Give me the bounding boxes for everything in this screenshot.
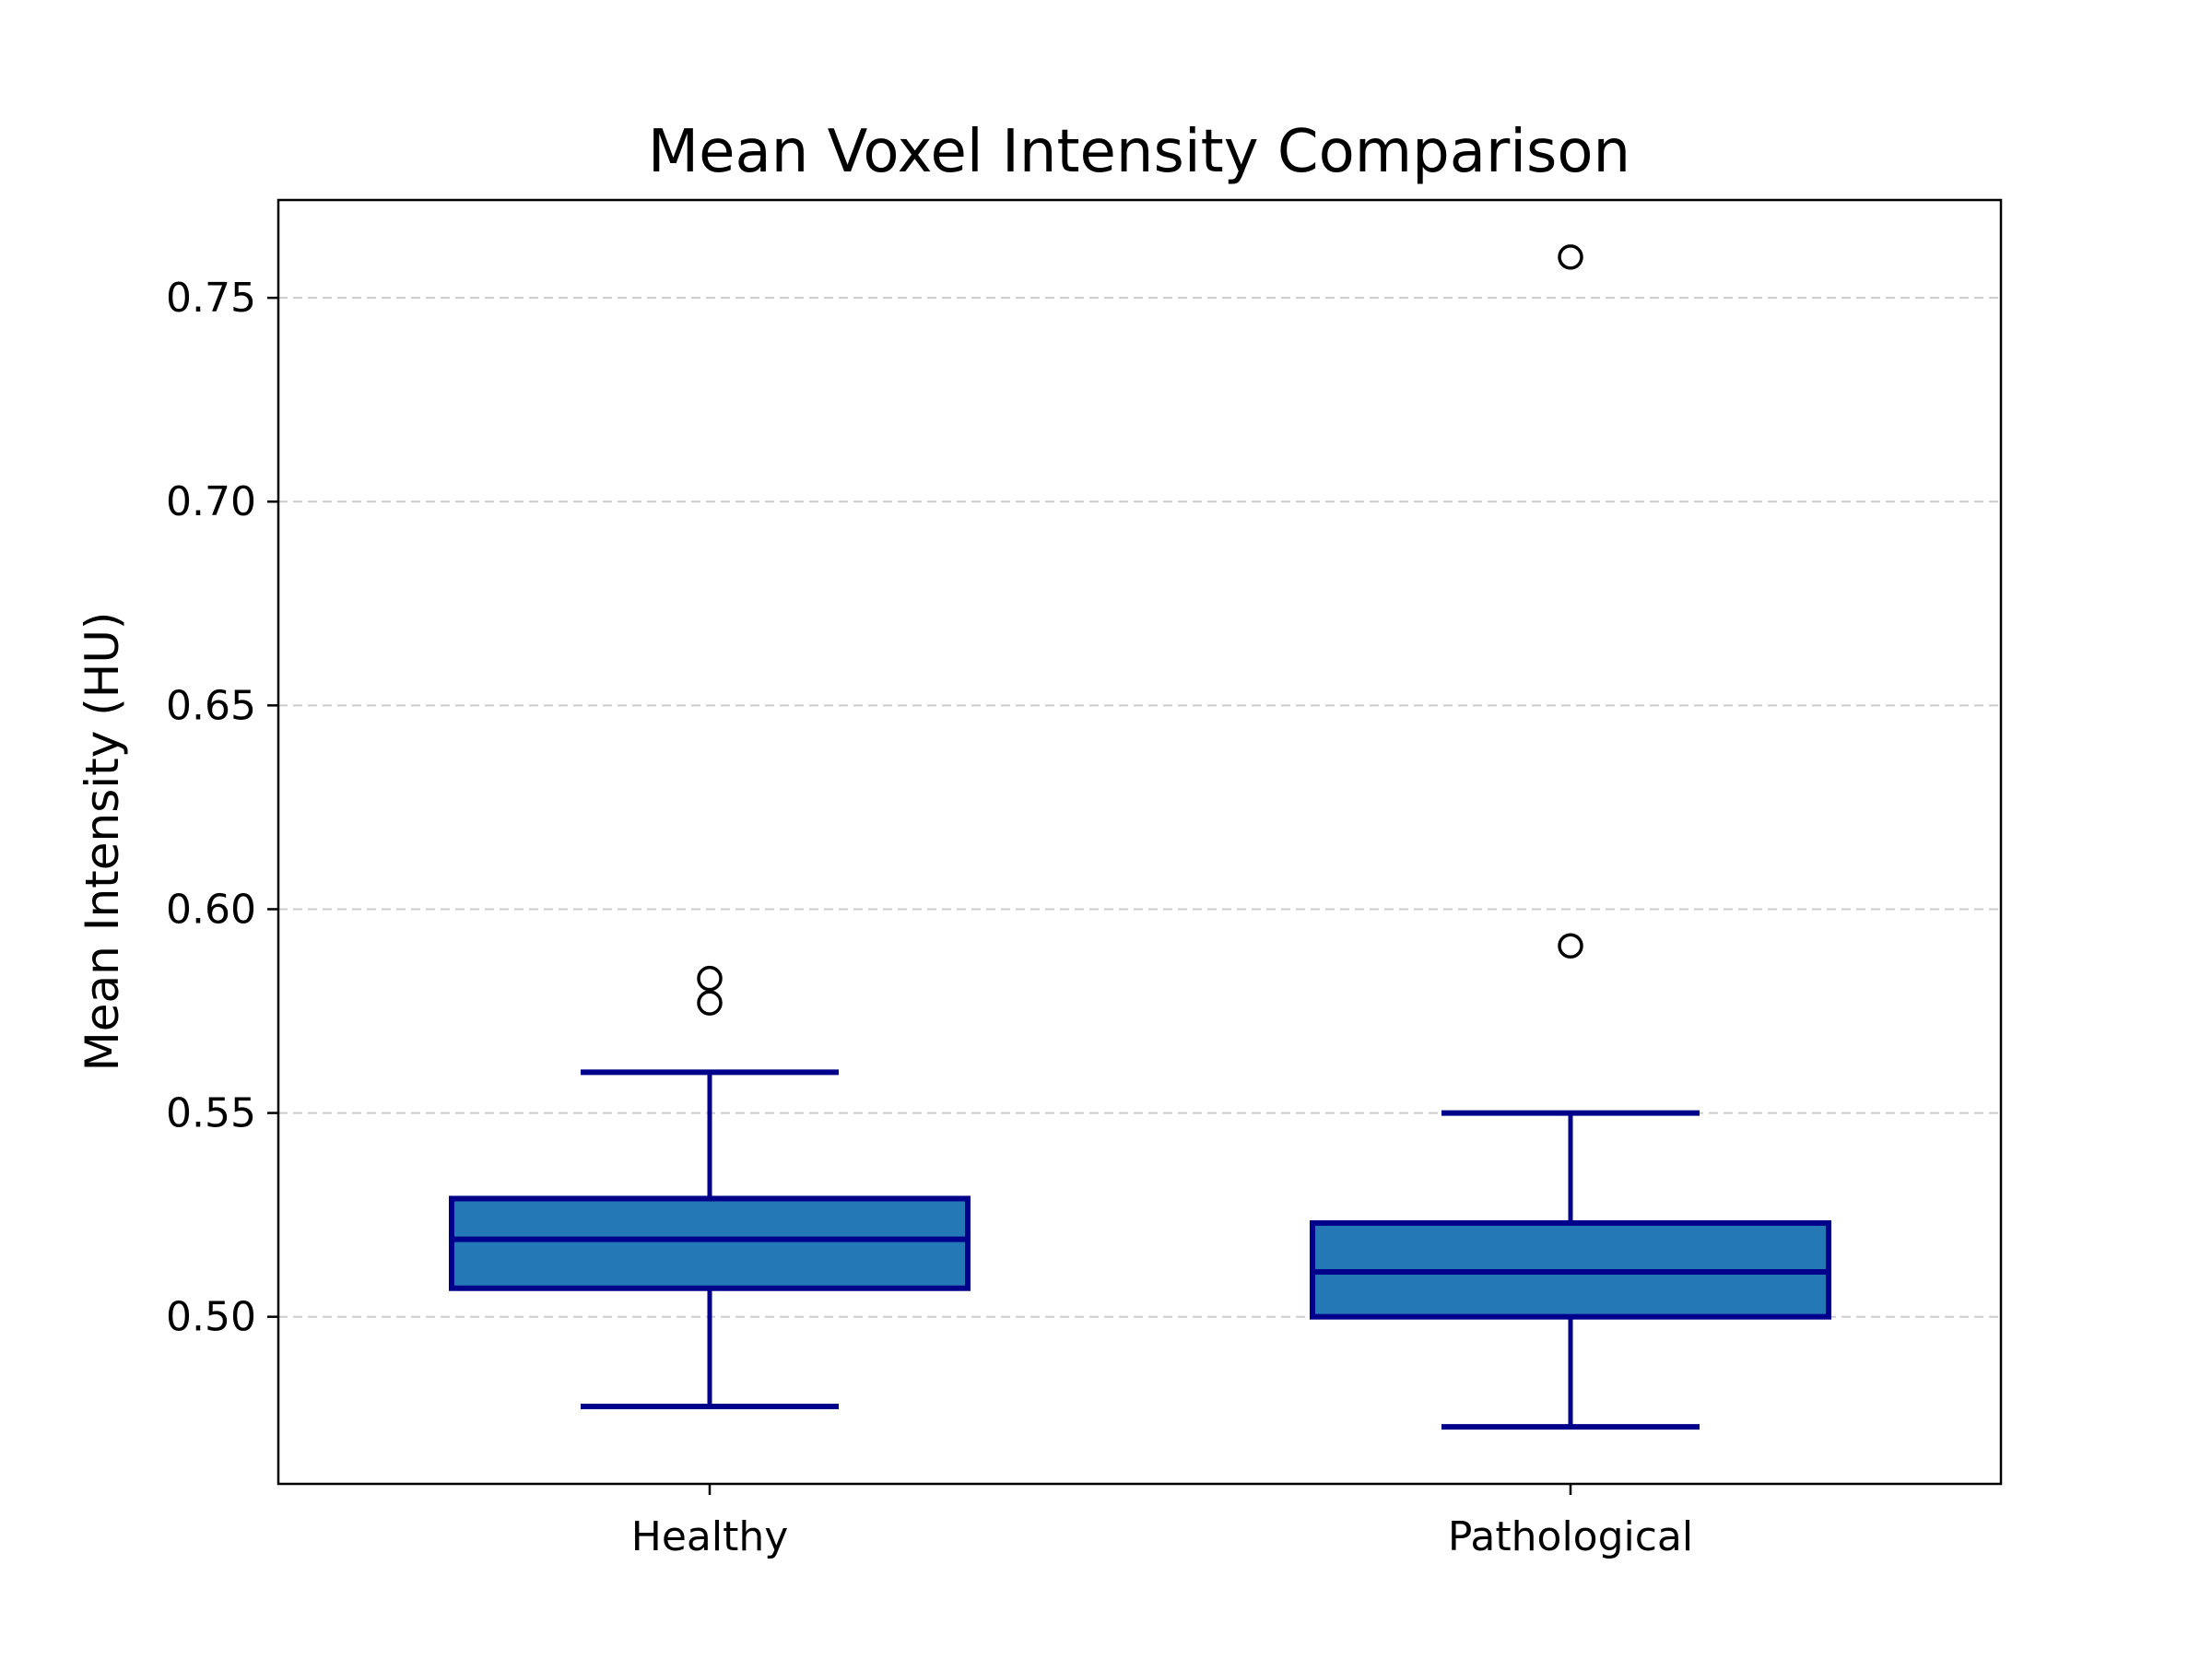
y-axis-label: Mean Intensity (HU)	[76, 612, 129, 1072]
box-group	[449, 965, 971, 1409]
chart-title: Mean Voxel Intensity Comparison	[648, 118, 1630, 186]
x-tick-label: Pathological	[1448, 1513, 1693, 1560]
outlier-point	[697, 990, 723, 1016]
y-tick-label: 0.55	[166, 1090, 256, 1137]
box-group	[1310, 244, 1831, 1430]
y-tick-label: 0.70	[166, 478, 256, 525]
plot-frame	[276, 198, 2003, 1486]
x-tick-label: Healthy	[631, 1513, 789, 1560]
outlier-point	[1558, 244, 1583, 270]
y-tick-label: 0.60	[166, 886, 256, 933]
iqr-box	[449, 1195, 971, 1291]
box-series	[449, 244, 1831, 1430]
y-tick-label: 0.75	[166, 275, 256, 322]
y-tick-label: 0.50	[166, 1294, 256, 1341]
outlier-point	[697, 965, 723, 992]
outlier-point	[1558, 933, 1583, 959]
axis-ticks: 0.50 0.55 0.60 0.65 0.70 0.75 Healthy Pathologi…	[166, 275, 1693, 1560]
y-tick-label: 0.65	[166, 682, 256, 729]
grid-lines	[278, 297, 2001, 1318]
